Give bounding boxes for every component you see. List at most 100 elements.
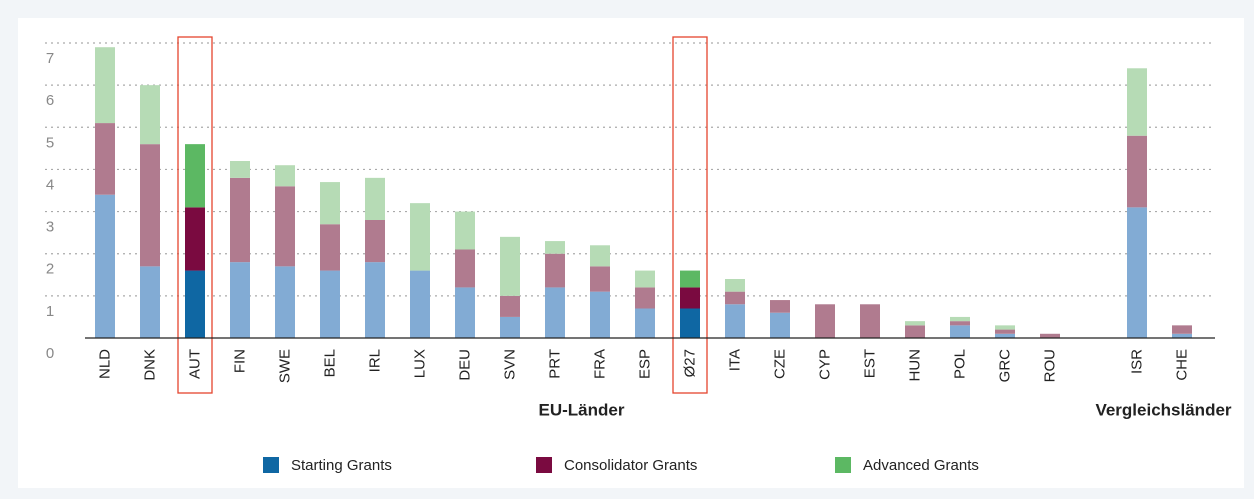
legend-label: Starting Grants (291, 457, 392, 474)
bar-segment (545, 241, 565, 254)
bar-segment (770, 300, 790, 313)
y-tick-label: 4 (46, 176, 54, 193)
y-tick-label: 7 (46, 50, 54, 67)
bar-segment (320, 270, 340, 338)
bar-segment (185, 270, 205, 338)
bar-segment (275, 266, 295, 338)
bar-segment (680, 270, 700, 288)
bar-segment (635, 308, 655, 338)
x-tick-label: HUN (907, 349, 924, 382)
bar-segment (455, 249, 475, 288)
bar-segment (1172, 333, 1192, 338)
bar-segment (905, 325, 925, 338)
y-tick-label: 2 (46, 261, 54, 278)
legend-swatch (536, 457, 552, 473)
legend-swatch (263, 457, 279, 473)
bar-segment (1040, 333, 1060, 338)
bar-segment (140, 266, 160, 338)
x-tick-label: EST (862, 349, 879, 378)
y-tick-label: 5 (46, 134, 54, 151)
bar-segment (590, 266, 610, 292)
bar-segment (725, 291, 745, 305)
x-tick-label: LUX (412, 349, 429, 378)
bar-segment (545, 253, 565, 288)
bar-segment (185, 144, 205, 208)
x-tick-label: ESP (637, 349, 654, 379)
bar-segment (365, 177, 385, 220)
y-tick-label: 1 (46, 303, 54, 320)
bar-segment (725, 279, 745, 292)
bar-segment (635, 270, 655, 288)
bar-segment (500, 316, 520, 338)
x-tick-label: CHE (1174, 349, 1191, 381)
bar-segment (185, 207, 205, 271)
bar-segment (950, 316, 970, 322)
bar-segment (410, 203, 430, 271)
x-tick-label: IRL (367, 349, 384, 372)
x-tick-label: CYP (817, 349, 834, 380)
bar-segment (275, 165, 295, 187)
bar-segment (500, 295, 520, 317)
bar-segment (950, 325, 970, 338)
bar-segment (770, 312, 790, 338)
highlight-box (177, 36, 213, 394)
bar-segment (1127, 135, 1147, 208)
bar-segment (500, 236, 520, 296)
x-tick-label: DNK (142, 349, 159, 381)
x-tick-label: NLD (97, 349, 114, 379)
bar-segment (680, 287, 700, 309)
x-tick-label: SWE (277, 349, 294, 383)
x-tick-label: POL (952, 349, 969, 379)
bar-segment (455, 211, 475, 250)
bar-segment (905, 321, 925, 326)
bar-segment (680, 308, 700, 338)
bar-segment (365, 220, 385, 263)
panel (18, 18, 1244, 488)
x-tick-label: ISR (1129, 349, 1146, 374)
x-tick-label: ROU (1042, 349, 1059, 382)
bar-segment (455, 287, 475, 338)
bar-segment (410, 270, 430, 338)
bar-segment (230, 262, 250, 338)
bar-segment (815, 304, 835, 338)
bar-segment (995, 329, 1015, 334)
y-tick-label: 6 (46, 92, 54, 109)
x-tick-label: AUT (187, 349, 204, 379)
bar-segment (95, 47, 115, 124)
bar-segment (635, 287, 655, 309)
bar-segment (1127, 68, 1147, 136)
x-tick-label: GRC (997, 349, 1014, 383)
group-label: EU-Länder (539, 400, 625, 419)
x-tick-label: Ø27 (682, 349, 699, 377)
bar-segment (95, 194, 115, 338)
bar-segment (140, 85, 160, 145)
bar-segment (1127, 207, 1147, 338)
bar-segment (995, 333, 1015, 338)
bar-segment (320, 224, 340, 271)
bar-segment (725, 304, 745, 338)
x-tick-label: PRT (547, 349, 564, 379)
x-tick-label: CZE (772, 349, 789, 379)
bar-segment (950, 321, 970, 326)
bar-segment (995, 325, 1015, 330)
bar-segment (320, 182, 340, 225)
y-tick-label: 0 (46, 345, 54, 362)
legend-label: Consolidator Grants (564, 457, 697, 474)
highlight-box (672, 36, 708, 394)
bar-segment (1172, 325, 1192, 334)
x-tick-label: ITA (727, 349, 744, 371)
bar-segment (545, 287, 565, 338)
bar-segment (140, 144, 160, 267)
legend-swatch (835, 457, 851, 473)
bar-segment (590, 291, 610, 338)
bar-segment (365, 262, 385, 338)
x-tick-label: BEL (322, 349, 339, 377)
bar-segment (275, 186, 295, 267)
bar-segment (590, 245, 610, 267)
bar-segment (860, 304, 880, 338)
bar-segment (230, 161, 250, 178)
x-tick-label: FRA (592, 349, 609, 379)
bar-segment (95, 123, 115, 195)
